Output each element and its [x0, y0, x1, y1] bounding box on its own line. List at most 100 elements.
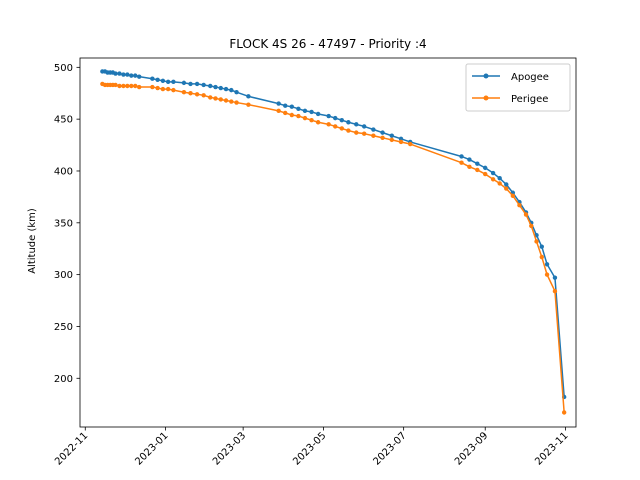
perigee-point — [408, 141, 413, 147]
apogee-point — [497, 176, 502, 181]
perigee-point — [354, 130, 359, 135]
perigee-point — [539, 254, 544, 260]
perigee-point — [315, 120, 321, 125]
apogee-point — [234, 90, 239, 95]
perigee-point — [150, 84, 155, 90]
perigee-point — [194, 92, 200, 97]
apogee-point — [113, 71, 118, 76]
y-tick-label: 350 — [54, 218, 73, 229]
perigee-point — [380, 135, 385, 141]
apogee-point — [125, 72, 130, 77]
perigee-point — [534, 239, 539, 244]
perigee-point — [125, 83, 130, 89]
apogee-point — [398, 136, 404, 142]
perigee-point — [523, 212, 529, 217]
apogee-point — [229, 87, 234, 93]
apogee-point — [326, 113, 331, 119]
perigee-point — [283, 110, 288, 116]
apogee-point — [181, 80, 187, 86]
perigee-point — [398, 139, 404, 145]
perigee-point — [155, 85, 160, 91]
legend-perigee-marker — [483, 95, 489, 101]
apogee-point — [218, 85, 223, 91]
perigee-point — [117, 83, 122, 89]
apogee-point — [150, 76, 155, 81]
perigee-point — [561, 410, 567, 415]
perigee-point — [289, 112, 295, 118]
apogee-point — [276, 101, 281, 106]
perigee-point — [544, 272, 550, 277]
apogee-point — [504, 182, 509, 187]
apogee-point — [467, 157, 472, 162]
perigee-point — [504, 186, 509, 191]
legend-perigee-label: Perigee — [511, 94, 548, 105]
apogee-point — [296, 106, 301, 111]
perigee-point — [188, 91, 193, 96]
perigee-point — [361, 131, 367, 136]
apogee-point — [544, 262, 550, 267]
y-tick-label: 250 — [54, 322, 73, 333]
perigee-point — [296, 113, 301, 119]
apogee-point — [354, 122, 359, 127]
perigee-point — [160, 86, 166, 92]
apogee-point — [201, 82, 206, 88]
y-tick-label: 300 — [54, 270, 73, 281]
perigee-point — [339, 126, 345, 131]
perigee-point — [208, 95, 213, 100]
apogee-point — [380, 130, 385, 135]
apogee-point — [165, 79, 171, 85]
legend-apogee-label: Apogee — [511, 72, 549, 83]
legend-apogee-marker — [483, 73, 489, 79]
apogee-point — [475, 161, 480, 166]
perigee-point — [333, 124, 338, 129]
plot-frame — [79, 57, 577, 428]
apogee-point — [346, 120, 351, 125]
apogee-point — [302, 108, 308, 114]
apogee-point — [194, 81, 200, 87]
perigee-point — [467, 164, 472, 170]
perigee-point — [302, 115, 308, 121]
perigee-point — [246, 102, 251, 107]
perigee-point — [346, 128, 351, 133]
apogee-point — [208, 83, 213, 89]
apogee-point — [155, 77, 160, 82]
apogee-point — [389, 133, 395, 138]
perigee-point — [234, 100, 239, 105]
perigee-point — [497, 181, 502, 186]
apogee-point — [117, 71, 122, 76]
apogee-point — [133, 73, 138, 78]
apogee-point — [283, 103, 288, 108]
apogee-point — [490, 170, 496, 176]
apogee-point — [223, 86, 229, 92]
perigee-point — [133, 83, 138, 89]
apogee-point — [129, 73, 134, 78]
apogee-point — [315, 111, 321, 117]
y-tick-label: 200 — [54, 374, 73, 385]
perigee-point — [171, 87, 176, 93]
perigee-point — [475, 167, 480, 173]
legend: Apogee Perigee — [465, 63, 571, 112]
perigee-point — [181, 90, 187, 95]
y-tick-label: 500 — [54, 63, 73, 74]
perigee-point — [229, 99, 234, 104]
perigee-point — [552, 289, 558, 294]
perigee-point — [276, 108, 281, 114]
apogee-point — [371, 127, 376, 132]
perigee-point — [121, 83, 126, 89]
perigee-point — [165, 86, 171, 92]
y-tick-label: 400 — [54, 166, 73, 177]
perigee-point — [113, 82, 118, 88]
perigee-point — [490, 177, 496, 182]
apogee-point — [361, 124, 367, 129]
perigee-point — [389, 137, 395, 143]
apogee-point — [160, 78, 166, 84]
perigee-point — [137, 84, 142, 90]
perigee-point — [459, 160, 464, 165]
apogee-point — [121, 72, 126, 77]
apogee-point — [137, 74, 142, 79]
perigee-point — [213, 96, 218, 101]
perigee-point — [529, 223, 534, 229]
perigee-point — [510, 193, 516, 199]
apogee-point — [459, 154, 464, 159]
